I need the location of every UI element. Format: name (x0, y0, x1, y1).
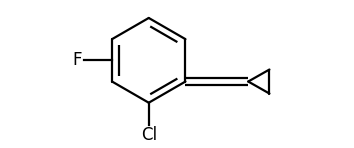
Text: Cl: Cl (141, 126, 157, 144)
Text: F: F (73, 51, 82, 69)
